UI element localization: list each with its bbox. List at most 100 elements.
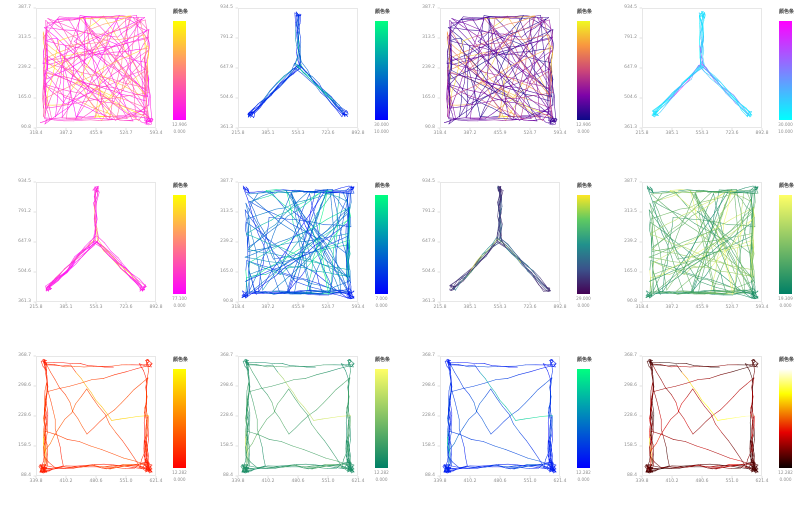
trajectory-path <box>40 14 154 126</box>
trajectory-path <box>644 358 759 474</box>
y-axis-labels: 368.7 298.6 228.6 158.5 88.4 <box>606 348 638 522</box>
x-tick-label: 455.9 <box>291 305 305 310</box>
y-tick-label: 228.6 <box>624 412 637 418</box>
x-tick-label: 593.4 <box>553 131 567 136</box>
trajectory-plot-cell-r3c2: 368.7 298.6 228.6 158.5 88.4 339.8 410.2 480.6… <box>202 348 404 522</box>
y-tick-label: 387.7 <box>220 178 233 184</box>
y-axis-labels: 934.5 791.2 647.9 504.6 361.3 <box>404 174 436 348</box>
colorbar: 颜色条 12.282 0.000 <box>372 358 394 498</box>
x-tick-label: 215.8 <box>635 131 649 136</box>
x-tick-label: 554.3 <box>291 131 305 136</box>
x-tick-label: 455.9 <box>493 131 507 136</box>
colorbar-gradient <box>779 369 792 468</box>
colorbar-gradient <box>577 195 590 294</box>
x-tick-label: 551.0 <box>321 479 335 484</box>
x-tick-label: 410.2 <box>261 479 275 484</box>
trajectory-plot-cell-r2c3: 934.5 791.2 647.9 504.6 361.3 215.8 385.1 554.… <box>404 174 606 348</box>
trajectory-plot-cell-r1c4: 934.5 791.2 647.9 504.6 361.3 215.8 385.1 554.… <box>606 0 808 174</box>
colorbar-title: 颜色条 <box>172 183 188 189</box>
colorbar-title: 颜色条 <box>778 357 794 363</box>
x-tick-label: 554.3 <box>695 131 709 136</box>
y-tick-label: 791.2 <box>18 208 31 214</box>
colorbar-gradient <box>173 195 186 294</box>
y-tick-label: 165.0 <box>624 268 637 274</box>
x-tick-label: 385.1 <box>59 305 73 310</box>
trajectory-path <box>38 358 153 474</box>
colorbar-min-label: 0.000 <box>577 477 590 482</box>
x-tick-label: 318.4 <box>29 131 43 136</box>
x-axis-labels: 339.8 410.2 480.6 551.0 621.4 <box>606 348 808 522</box>
trajectory-plot-cell-r1c1: 387.7 313.5 239.2 165.0 90.8 318.4 387.2 455.9… <box>0 0 202 174</box>
colorbar-gradient <box>577 21 590 120</box>
x-tick-label: 621.4 <box>351 479 365 484</box>
y-tick-label: 934.5 <box>220 4 233 10</box>
trajectory-path <box>651 11 753 118</box>
x-tick-label: 621.4 <box>755 479 769 484</box>
x-axis-labels: 215.8 385.1 554.3 723.6 892.8 <box>0 174 202 348</box>
y-axis-labels: 387.7 313.5 239.2 165.0 90.8 <box>202 174 234 348</box>
trajectory-path <box>442 358 557 474</box>
colorbar-max-label: 12.906 <box>172 122 187 127</box>
y-tick-label: 791.2 <box>422 208 435 214</box>
x-tick-label: 892.8 <box>149 305 163 310</box>
x-tick-label: 524.7 <box>725 305 739 310</box>
y-axis-labels: 934.5 791.2 647.9 504.6 361.3 <box>0 174 32 348</box>
y-tick-label: 90.8 <box>222 298 233 304</box>
y-tick-label: 228.6 <box>18 412 31 418</box>
x-tick-label: 524.7 <box>523 131 537 136</box>
x-axis-labels: 318.4 387.2 455.9 524.7 593.4 <box>404 0 606 174</box>
trajectory-canvas <box>235 181 359 305</box>
colorbar-max-label: 19.309 <box>778 296 793 301</box>
colorbar-title: 颜色条 <box>172 357 188 363</box>
trajectory-canvas <box>33 355 157 479</box>
trajectory-plot-cell-r1c3: 387.7 313.5 239.2 165.0 90.8 318.4 387.2 455.9… <box>404 0 606 174</box>
y-tick-label: 239.2 <box>220 238 233 244</box>
y-tick-label: 239.2 <box>18 64 31 70</box>
y-axis-labels: 387.7 313.5 239.2 165.0 90.8 <box>606 174 638 348</box>
colorbar-max-label: 12.282 <box>576 470 591 475</box>
y-tick-label: 361.3 <box>624 124 637 130</box>
x-tick-label: 339.8 <box>231 479 245 484</box>
trajectory-path <box>444 14 558 126</box>
colorbar-title: 颜色条 <box>576 183 592 189</box>
trajectory-plot-cell-r2c4: 387.7 313.5 239.2 165.0 90.8 318.4 387.2 455.9… <box>606 174 808 348</box>
x-tick-label: 387.2 <box>665 305 679 310</box>
colorbar-max-label: 7.000 <box>375 296 388 301</box>
x-tick-label: 480.6 <box>695 479 709 484</box>
colorbar: 颜色条 29.000 0.000 <box>574 184 596 324</box>
colorbar-min-label: 0.000 <box>173 129 186 134</box>
x-tick-label: 554.3 <box>493 305 507 310</box>
colorbar-min-label: 0.000 <box>779 303 792 308</box>
y-axis-labels: 934.5 791.2 647.9 504.6 361.3 <box>606 0 638 174</box>
trajectory-path <box>240 358 355 474</box>
y-tick-label: 647.9 <box>220 64 233 70</box>
x-tick-label: 480.6 <box>493 479 507 484</box>
x-tick-label: 621.4 <box>553 479 567 484</box>
trajectory-path <box>45 185 147 292</box>
colorbar: 颜色条 12.282 0.000 <box>574 358 596 498</box>
y-tick-label: 88.4 <box>20 472 31 478</box>
y-tick-label: 368.7 <box>624 352 637 358</box>
trajectory-path <box>449 185 551 293</box>
y-tick-label: 934.5 <box>422 178 435 184</box>
colorbar-min-label: 0.000 <box>577 303 590 308</box>
x-axis-labels: 339.8 410.2 480.6 551.0 621.4 <box>202 348 404 522</box>
colorbar-gradient <box>375 369 388 468</box>
y-tick-label: 387.7 <box>422 4 435 10</box>
y-tick-label: 647.9 <box>18 238 31 244</box>
colorbar-gradient <box>577 369 590 468</box>
x-tick-label: 318.4 <box>635 305 649 310</box>
y-axis-labels: 387.7 313.5 239.2 165.0 90.8 <box>0 0 32 174</box>
trajectory-canvas <box>33 7 157 131</box>
x-tick-label: 524.7 <box>119 131 133 136</box>
y-tick-label: 361.3 <box>220 124 233 130</box>
x-tick-label: 410.2 <box>463 479 477 484</box>
colorbar-min-label: 0.000 <box>375 303 388 308</box>
y-tick-label: 313.5 <box>18 34 31 40</box>
x-tick-label: 455.9 <box>89 131 103 136</box>
y-tick-label: 647.9 <box>422 238 435 244</box>
trajectory-canvas <box>437 181 561 305</box>
x-tick-label: 723.6 <box>523 305 537 310</box>
x-tick-label: 551.0 <box>725 479 739 484</box>
x-tick-label: 621.4 <box>149 479 163 484</box>
